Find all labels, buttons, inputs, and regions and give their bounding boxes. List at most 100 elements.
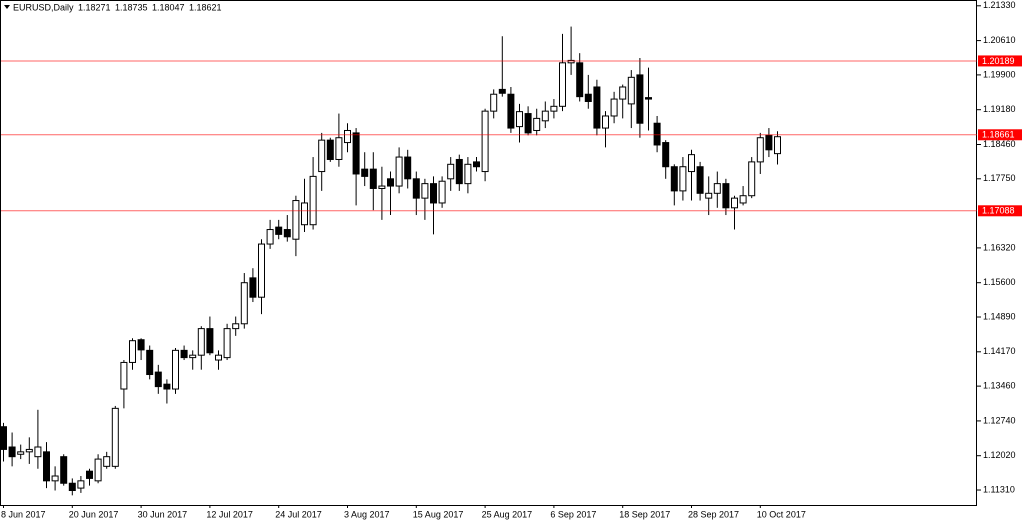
y-tick-label: 1.12740 xyxy=(983,415,1016,425)
candle-body xyxy=(533,117,541,131)
candle-body xyxy=(610,98,618,117)
candle-body xyxy=(34,446,42,458)
candle-body xyxy=(344,129,351,144)
level-label: 1.20189 xyxy=(982,56,1015,66)
candle-body xyxy=(189,354,197,359)
header-close: 1.18621 xyxy=(189,2,222,12)
candle-body xyxy=(774,136,781,155)
x-tick-label: 3 Aug 2017 xyxy=(344,509,390,519)
candle-body xyxy=(266,229,274,245)
candle-body xyxy=(731,197,738,209)
y-tick-label: 1.14170 xyxy=(983,346,1016,356)
candle-body xyxy=(309,175,317,226)
candle-body xyxy=(524,113,532,134)
candle-body xyxy=(120,361,128,390)
x-tick-label: 28 Sep 2017 xyxy=(688,509,739,519)
plot-frame xyxy=(0,0,977,506)
candle-body xyxy=(25,448,33,453)
candle-body xyxy=(146,349,154,376)
candle-body xyxy=(326,139,334,160)
candle-body xyxy=(438,180,446,204)
candle-body xyxy=(739,195,747,204)
level-label: 1.17088 xyxy=(982,206,1015,216)
x-tick-label: 20 Jun 2017 xyxy=(69,509,119,519)
candle-body xyxy=(361,168,369,177)
candle-body xyxy=(103,456,111,467)
y-tick-label: 1.11310 xyxy=(983,484,1015,494)
candle-body xyxy=(696,166,704,194)
candle-body xyxy=(378,185,386,189)
candle-body xyxy=(713,183,721,194)
chart-title: EURUSD,Daily xyxy=(13,2,74,12)
y-tick-label: 1.19180 xyxy=(983,104,1016,114)
candle-body xyxy=(748,161,756,197)
candle-body xyxy=(77,480,85,489)
candle-body xyxy=(670,166,678,192)
candle-body xyxy=(473,161,480,168)
candle-body xyxy=(215,354,222,361)
candle-body xyxy=(602,115,609,129)
candle-body xyxy=(283,229,291,238)
candle-body xyxy=(43,451,50,482)
x-tick-label: 18 Sep 2017 xyxy=(619,509,670,519)
candle-body xyxy=(447,163,455,180)
candle-body xyxy=(593,86,601,129)
candle-body xyxy=(232,323,240,330)
y-tick-label: 1.13460 xyxy=(983,380,1016,390)
y-tick-label: 1.18460 xyxy=(983,139,1016,149)
candle-body xyxy=(395,156,403,187)
candle-body xyxy=(249,277,257,298)
candle-body xyxy=(352,132,360,175)
candle-body xyxy=(172,349,179,390)
y-tick-label: 1.19900 xyxy=(983,69,1016,79)
candle-body xyxy=(240,282,248,325)
candle-body xyxy=(275,226,283,235)
x-tick-label: 8 Jun 2017 xyxy=(1,509,46,519)
candle-body xyxy=(0,426,7,450)
candle-body xyxy=(498,88,506,94)
candle-body xyxy=(490,93,498,112)
candle-body xyxy=(679,166,687,192)
x-tick-label: 10 Oct 2017 xyxy=(757,509,806,519)
x-tick-label: 25 Aug 2017 xyxy=(482,509,533,519)
y-tick-label: 1.14890 xyxy=(983,311,1016,321)
candle-body xyxy=(412,178,420,199)
level-label-bg xyxy=(978,55,1022,67)
candle-body xyxy=(68,482,76,492)
candle-body xyxy=(60,456,68,484)
candle-body xyxy=(653,122,661,146)
candle-body xyxy=(258,243,265,298)
y-tick-label: 1.21330 xyxy=(983,0,1016,10)
candle-body xyxy=(645,97,652,100)
y-tick-label: 1.12020 xyxy=(983,450,1016,460)
y-tick-label: 1.17750 xyxy=(983,173,1016,183)
candle-body xyxy=(8,446,16,458)
candle-body xyxy=(129,340,136,363)
candle-body xyxy=(550,105,558,112)
x-tick-label: 30 Jun 2017 xyxy=(138,509,188,519)
candle-body xyxy=(51,475,59,482)
candle-body xyxy=(335,137,343,160)
candle-body xyxy=(541,110,549,122)
candle-body xyxy=(404,156,412,180)
candle-body xyxy=(137,339,145,351)
x-tick-label: 15 Aug 2017 xyxy=(413,509,464,519)
candle-body xyxy=(756,137,764,163)
candle-body xyxy=(86,470,93,479)
candle-body xyxy=(369,168,377,189)
menu-arrow[interactable] xyxy=(4,5,10,9)
candle-body xyxy=(627,76,635,105)
candle-body xyxy=(206,328,214,354)
candle-body xyxy=(94,458,102,482)
candle-body xyxy=(111,407,119,467)
candle-body xyxy=(154,371,162,388)
candle-body xyxy=(584,93,592,102)
level-label-bg xyxy=(978,205,1022,217)
candle-body xyxy=(180,349,188,359)
candle-body xyxy=(430,183,437,204)
candle-body xyxy=(464,163,472,185)
header-open: 1.18271 xyxy=(78,2,111,12)
level-label: 1.18661 xyxy=(982,130,1015,140)
level-label-bg xyxy=(978,129,1022,141)
x-tick-label: 24 Jul 2017 xyxy=(275,509,322,519)
